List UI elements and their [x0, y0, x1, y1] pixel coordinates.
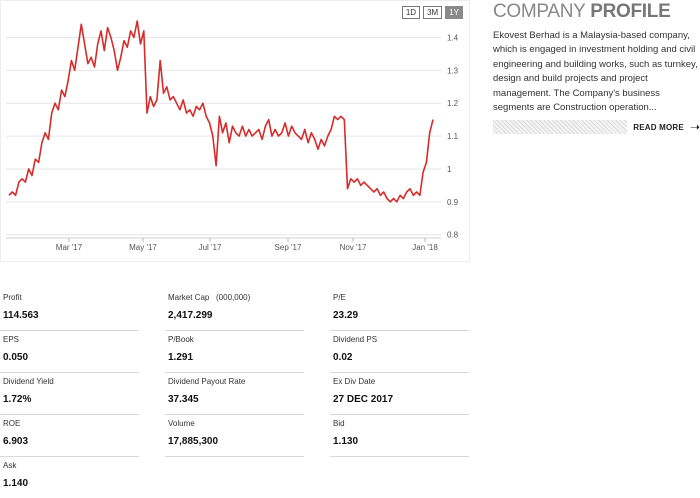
stat-label: Volume [168, 419, 195, 428]
hatch-divider [493, 120, 628, 135]
x-tick-label: Sep '17 [275, 243, 302, 252]
stat-label: P/E [333, 293, 346, 302]
stat-value: 37.345 [168, 394, 199, 405]
stat-value: 1.291 [168, 352, 194, 363]
stat-pe: P/E 23.29 [330, 289, 469, 331]
stat-roe: ROE 6.903 [0, 415, 139, 457]
stat-label: Dividend Payout Rate [168, 377, 246, 386]
stat-bid: Bid 1.130 [330, 415, 469, 457]
y-tick-label: 1.4 [447, 33, 459, 42]
stat-dividend-yield: Dividend Yield 1.72% [0, 373, 139, 415]
stat-value: 2,417.299 [168, 310, 213, 321]
stat-ex-div-date: Ex Div Date 27 DEC 2017 [330, 373, 469, 415]
stat-label: EPS [3, 335, 20, 344]
read-more-link[interactable]: READ MORE [633, 122, 684, 132]
x-tick-label: Jan '18 [412, 243, 438, 252]
stat-label: Ask [3, 461, 17, 470]
profile-title-bold: PROFILE [590, 1, 671, 22]
stat-profit: Profit 114.563 [0, 289, 139, 331]
stat-value: 114.563 [3, 310, 39, 321]
arrow-right-icon[interactable]: ➝ [689, 120, 700, 135]
stat-eps: EPS 0.050 [0, 331, 139, 373]
stat-ask: Ask 1.140 [0, 457, 139, 498]
range-3m-button[interactable]: 3M [423, 6, 443, 19]
stat-label: Dividend Yield [3, 377, 54, 386]
x-tick-label: May '17 [129, 243, 157, 252]
y-tick-label: 1.2 [447, 99, 459, 108]
company-profile: COMPANY PROFILE Ekovest Berhad is a Mala… [493, 2, 700, 135]
stat-label: Ex Div Date [333, 377, 376, 386]
stat-value: 1.130 [333, 436, 359, 447]
stat-value: 17,885,300 [168, 436, 219, 447]
stat-label: Dividend PS [333, 335, 378, 344]
y-tick-label: 0.9 [447, 198, 459, 207]
profile-title: COMPANY PROFILE [493, 2, 700, 22]
stat-label: Bid [333, 419, 345, 428]
stat-volume: Volume 17,885,300 [165, 415, 304, 457]
stat-dividend-ps: Dividend PS 0.02 [330, 331, 469, 373]
profile-description: Ekovest Berhad is a Malaysia-based compa… [493, 30, 698, 114]
y-tick-label: 1.1 [447, 132, 459, 141]
range-1d-button[interactable]: 1D [401, 6, 421, 19]
y-tick-label: 0.8 [447, 231, 459, 240]
stat-label: ROE [3, 419, 21, 428]
y-tick-label: 1.3 [447, 66, 459, 75]
x-tick-label: Nov '17 [340, 243, 367, 252]
x-tick-label: Jul '17 [199, 243, 222, 252]
stat-value: 27 DEC 2017 [333, 394, 394, 405]
stat-label: P/Book [168, 335, 194, 344]
stat-market-cap: Market Cap (000,000) 2,417.299 [165, 289, 304, 331]
price-chart: 1.4 1.3 1.2 1.1 1 0.9 0.8 Mar '17 May '17 Jul '17… [6, 20, 459, 252]
price-chart-panel: 1.4 1.3 1.2 1.1 1 0.9 0.8 Mar '17 May '17 Jul '17… [0, 0, 470, 262]
price-series-line [8, 20, 434, 203]
stat-value: 0.02 [333, 352, 353, 363]
x-tick-label: Mar '17 [56, 243, 83, 252]
stat-label: Profit [3, 293, 22, 302]
range-1y-button[interactable]: 1Y [445, 6, 463, 19]
stat-value: 23.29 [333, 310, 359, 321]
stat-value: 0.050 [3, 352, 29, 363]
read-more-row: READ MORE ➝ [493, 120, 700, 135]
stat-value: 1.72% [3, 394, 32, 405]
stat-dividend-payout-rate: Dividend Payout Rate 37.345 [165, 373, 304, 415]
profile-title-light: COMPANY [493, 1, 591, 22]
y-tick-label: 1 [447, 165, 452, 174]
stat-value: 1.140 [3, 478, 29, 489]
range-selector: 1D 3M 1Y [401, 6, 463, 19]
stat-value: 6.903 [3, 436, 29, 447]
stat-label: Market Cap (000,000) [168, 293, 251, 302]
stat-pbook: P/Book 1.291 [165, 331, 304, 373]
